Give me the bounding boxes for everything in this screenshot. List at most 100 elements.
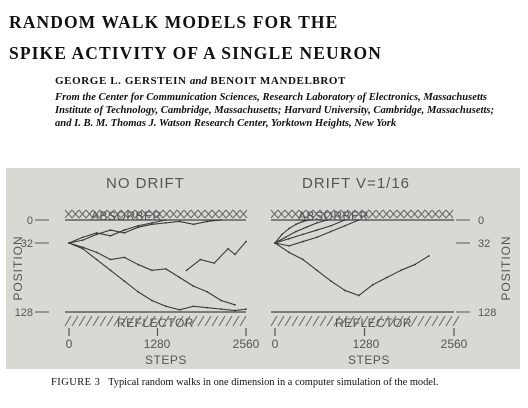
figure-plot: NO DRIFT DRIFT V=1/16 ABSORBER ABSORBER … (11, 175, 513, 367)
walk-point-left-3-3 (109, 234, 112, 237)
x-tick-left-1280: 1280 (144, 337, 171, 351)
absorber-hatch-left-22 (218, 209, 227, 219)
walk-point-right-4-0 (274, 242, 276, 244)
walk-point-left-3-0 (68, 242, 70, 244)
reflector-hatch-right-22 (424, 315, 432, 327)
walk-point-left-3-4 (123, 229, 126, 231)
absorber-hatch-left-0 (64, 209, 73, 219)
walk-point-left-3-6 (151, 221, 153, 224)
walk-point-left-4-0 (185, 269, 188, 272)
walk-point-left-0-4 (123, 232, 126, 234)
reflector-hatch-left-25 (239, 315, 247, 327)
absorber-hatch-left-20 (204, 209, 213, 219)
y-tick-left-128: 128 (15, 307, 33, 319)
walk-point-left-2-2 (95, 258, 98, 261)
reflector-hatch-right-18 (396, 315, 404, 327)
reflector-label-left: REFLECTOR (117, 316, 194, 330)
walk-point-left-2-12 (234, 309, 236, 312)
reflector-hatch-right-9 (333, 315, 341, 327)
walk-point-right-3-6 (358, 219, 360, 221)
walk-point-left-1-2 (95, 251, 98, 254)
walk-series-left-3 (68, 219, 166, 244)
reflector-hatch-left-5 (99, 315, 107, 327)
walk-point-left-2-5 (137, 290, 140, 293)
absorber-label-right: ABSORBER (298, 209, 369, 223)
walk-point-left-2-1 (81, 247, 84, 250)
walk-point-right-2-4 (330, 224, 332, 227)
walk-point-right-0-5 (309, 219, 311, 221)
absorber-hatch-right-14 (368, 209, 377, 219)
affiliation: From the Center for Communication Scienc… (55, 92, 495, 130)
absorber-hatch-right-16 (382, 209, 391, 219)
reflector-hatch-left-24 (232, 315, 240, 327)
paper-title: Random walk models for the spike activit… (9, 7, 382, 69)
reflector-hatch-left-9 (127, 315, 135, 327)
absorber-hatch-right-6 (312, 209, 321, 219)
reflector-hatch-right-12 (354, 315, 362, 327)
walk-series-right-0 (274, 219, 311, 244)
walk-point-right-2-2 (302, 233, 304, 236)
absorber-hatch-left-1 (71, 209, 80, 219)
absorber-hatch-left-19 (197, 209, 206, 219)
absorber-hatch-left-12 (148, 209, 157, 219)
walk-point-right-4-4 (330, 280, 332, 282)
reflector-hatch-left-19 (197, 315, 205, 327)
reflector-hatch-right-26 (452, 315, 460, 327)
walk-point-left-0-8 (178, 220, 181, 223)
absorber-hatch-right-21 (417, 209, 426, 219)
absorber-hatch-right-8 (326, 209, 335, 219)
x-axis-label-right: STEPS (348, 353, 390, 367)
walk-point-right-3-5 (344, 224, 346, 227)
reflector-hatch-right-25 (445, 315, 453, 327)
reflector-hatch-left-21 (211, 315, 219, 327)
absorber-hatch-left-3 (85, 209, 94, 219)
reflector-hatch-left-0 (64, 315, 72, 327)
walk-point-right-4-9 (399, 269, 402, 272)
walk-point-left-1-1 (81, 246, 84, 249)
walk-point-left-2-11 (220, 308, 223, 311)
walk-point-left-4-2 (213, 262, 216, 265)
walk-point-right-1-5 (326, 219, 329, 221)
walk-series-right-4 (274, 242, 430, 297)
absorber-hatch-right-18 (396, 209, 405, 219)
absorber-hatch-left-2 (78, 209, 87, 219)
absorber-hatch-right-9 (333, 209, 342, 219)
absorber-hatch-right-10 (340, 209, 349, 219)
absorber-hatch-left-6 (106, 209, 115, 219)
x-tick-left-2560: 2560 (233, 337, 260, 351)
reflector-hatch-left-3 (85, 315, 93, 327)
walk-point-left-4-1 (199, 258, 202, 261)
reflector-hatch-right-2 (284, 315, 292, 327)
absorber-hatch-right-22 (424, 209, 433, 219)
walk-point-right-3-3 (316, 236, 318, 239)
absorber-hatch-left-25 (239, 209, 248, 219)
walk-point-left-2-4 (123, 280, 126, 282)
absorber-hatch-left-9 (127, 209, 136, 219)
walk-point-left-3-5 (137, 224, 140, 227)
walk-point-right-0-1 (281, 233, 283, 236)
reflector-hatch-left-14 (162, 315, 170, 327)
reflector-hatch-left-4 (92, 315, 100, 327)
walk-series-left-1 (68, 242, 236, 306)
absorber-hatch-right-2 (284, 209, 293, 219)
y-axis-label-left: POSITION (11, 235, 25, 300)
walk-point-left-2-6 (151, 299, 153, 302)
walk-point-left-2-13 (245, 308, 247, 311)
walk-point-left-4-3 (227, 247, 229, 250)
walk-point-left-1-4 (123, 256, 126, 259)
absorber-hatch-left-17 (183, 209, 192, 219)
walk-point-left-4-5 (245, 240, 247, 243)
walk-point-right-2-5 (344, 219, 346, 221)
y-tick-left-32: 32 (21, 238, 33, 250)
absorber-hatch-right-25 (445, 209, 454, 219)
walk-point-right-0-2 (288, 227, 290, 230)
reflector-hatch-right-17 (389, 315, 397, 327)
author-line: GEORGE L. GERSTEIN and BENOIT MANDELBROT (55, 75, 346, 87)
reflector-hatch-left-12 (148, 315, 156, 327)
reflector-hatch-right-21 (417, 315, 425, 327)
walk-point-left-2-10 (206, 306, 209, 309)
reflector-hatch-left-15 (169, 315, 177, 327)
walk-point-left-0-10 (206, 220, 209, 223)
walk-point-left-0-11 (220, 219, 223, 221)
reflector-hatch-left-7 (113, 315, 121, 327)
